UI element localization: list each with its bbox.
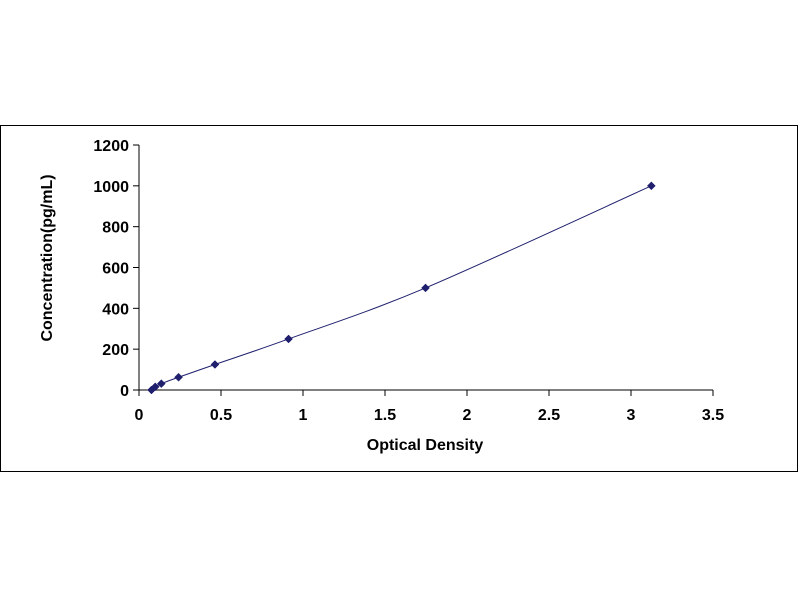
x-tick-label: 0.5 xyxy=(210,407,232,424)
data-point xyxy=(156,379,166,388)
x-tick-label: 1 xyxy=(299,407,308,424)
y-tick-label: 1200 xyxy=(93,138,129,155)
y-tick-label: 400 xyxy=(102,301,129,318)
data-point xyxy=(421,283,430,293)
trendline-curve xyxy=(151,185,652,391)
x-tick-label: 3 xyxy=(627,407,636,424)
y-tick-label: 200 xyxy=(102,342,129,359)
x-tick-label: 2.5 xyxy=(538,407,560,424)
y-axis: 0 200 400 600 800 1000 1200 xyxy=(93,138,140,400)
data-point xyxy=(284,334,293,344)
x-axis: 0 0.5 1 1.5 2 2.5 3 3.5 xyxy=(135,389,724,424)
x-tick-label: 3.5 xyxy=(702,407,724,424)
x-axis-title: Optical Density xyxy=(367,437,484,454)
y-tick-label: 600 xyxy=(102,261,129,278)
y-tick-label: 0 xyxy=(120,383,129,400)
y-axis-title: Concentration(pg/mL) xyxy=(39,174,56,341)
data-point xyxy=(210,360,220,369)
x-tick-label: 0 xyxy=(135,407,144,424)
data-point xyxy=(646,181,656,191)
x-tick-label: 1.5 xyxy=(374,407,396,424)
data-point xyxy=(174,372,183,382)
y-tick-label: 800 xyxy=(102,220,129,237)
y-tick-label: 1000 xyxy=(93,179,129,196)
data-point xyxy=(150,382,160,392)
data-points xyxy=(147,181,656,395)
x-tick-label: 2 xyxy=(463,407,472,424)
trendline xyxy=(151,185,652,391)
